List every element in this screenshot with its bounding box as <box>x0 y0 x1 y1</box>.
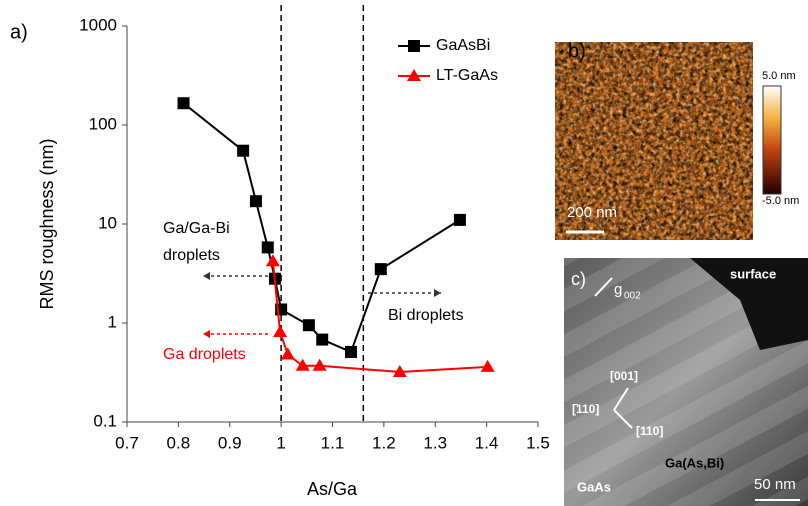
panel-label: b) <box>568 40 586 62</box>
colorbar-max: 5.0 nm <box>762 70 796 82</box>
vector-sub: 002 <box>624 291 641 302</box>
y-tick-label: 10 <box>98 213 117 232</box>
tem-label: surface <box>730 266 776 281</box>
point <box>273 325 287 337</box>
scale-bar-label: 50 nm <box>754 476 796 493</box>
annotation: Ga droplets <box>163 346 246 363</box>
point <box>178 97 190 109</box>
x-tick-label: 1.4 <box>475 433 499 452</box>
y-axis-label: RMS roughness (nm) <box>37 138 57 309</box>
annotation: droplets <box>163 247 220 264</box>
legend-marker <box>408 40 420 52</box>
tem-label: [̄110] <box>572 402 599 416</box>
scale-bar-label: 200 nm <box>567 204 617 221</box>
point <box>262 241 274 253</box>
panel-label: a) <box>10 21 28 43</box>
x-tick-label: 1 <box>276 433 285 452</box>
x-tick-label: 1.3 <box>423 433 447 452</box>
x-tick-label: 1.2 <box>372 433 396 452</box>
annotation-arrowhead <box>434 289 441 297</box>
tem-label: Ga(As,Bi) <box>665 455 724 470</box>
tem-label: [110] <box>636 424 663 438</box>
y-tick-label: 100 <box>89 114 117 133</box>
x-tick-label: 1.1 <box>321 433 345 452</box>
point <box>454 214 466 226</box>
annotation-arrowhead <box>203 272 210 280</box>
y-tick-label: 0.1 <box>93 411 117 430</box>
annotation-arrowhead <box>203 330 210 338</box>
point <box>316 334 328 346</box>
y-tick-label: 1 <box>108 312 117 331</box>
point <box>250 195 262 207</box>
point <box>266 254 280 266</box>
figure: b) 200 nm 5.0 nm -5.0 nm c) g 002 surfac… <box>0 0 808 506</box>
y-tick-label: 1000 <box>79 15 117 34</box>
vector: g <box>614 281 622 298</box>
annotation: Ga/Ga-Bi <box>163 220 230 237</box>
x-axis-label: As/Ga <box>307 479 358 499</box>
x-tick-label: 0.9 <box>218 433 242 452</box>
point <box>303 319 315 331</box>
x-tick-label: 0.8 <box>167 433 191 452</box>
tem-label: [001] <box>610 369 638 383</box>
colorbar-min: -5.0 nm <box>762 195 799 207</box>
tem-label: GaAs <box>577 479 611 494</box>
point <box>345 346 357 358</box>
x-tick-label: 1.5 <box>526 433 550 452</box>
legend-label: LT-GaAs <box>436 67 498 84</box>
panel-label-bg <box>573 0 603 42</box>
colorbar <box>763 86 781 194</box>
annotation: Bi droplets <box>388 307 464 324</box>
point <box>281 348 295 360</box>
point <box>375 263 387 275</box>
point <box>237 145 249 157</box>
x-tick-label: 0.7 <box>115 433 139 452</box>
point <box>481 360 495 372</box>
panel-label: c) <box>571 269 586 289</box>
legend-label: GaAsBi <box>436 37 490 54</box>
